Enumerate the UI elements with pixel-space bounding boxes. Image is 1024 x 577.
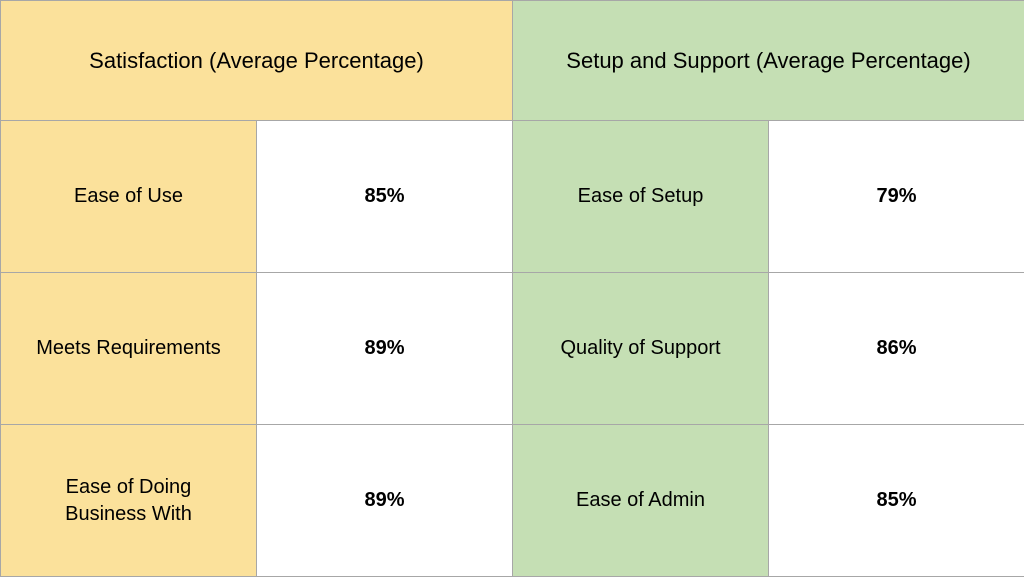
satisfaction-value: 89% <box>257 273 513 425</box>
table-row: Meets Requirements 89% Quality of Suppor… <box>1 273 1024 425</box>
setup-value: 85% <box>769 425 1024 577</box>
header-setup-support: Setup and Support (Average Percentage) <box>513 1 1024 121</box>
table-row: Ease of Use 85% Ease of Setup 79% <box>1 121 1024 273</box>
setup-value: 79% <box>769 121 1024 273</box>
satisfaction-label: Ease of Doing Business With <box>1 425 257 577</box>
header-row: Satisfaction (Average Percentage) Setup … <box>1 1 1024 121</box>
satisfaction-value: 89% <box>257 425 513 577</box>
satisfaction-label: Ease of Use <box>1 121 257 273</box>
header-satisfaction: Satisfaction (Average Percentage) <box>1 1 513 121</box>
table-row: Ease of Doing Business With 89% Ease of … <box>1 425 1024 577</box>
setup-value: 86% <box>769 273 1024 425</box>
satisfaction-value: 85% <box>257 121 513 273</box>
comparison-table: Satisfaction (Average Percentage) Setup … <box>0 0 1024 577</box>
setup-label: Quality of Support <box>513 273 769 425</box>
setup-label: Ease of Admin <box>513 425 769 577</box>
satisfaction-label: Meets Requirements <box>1 273 257 425</box>
setup-label: Ease of Setup <box>513 121 769 273</box>
